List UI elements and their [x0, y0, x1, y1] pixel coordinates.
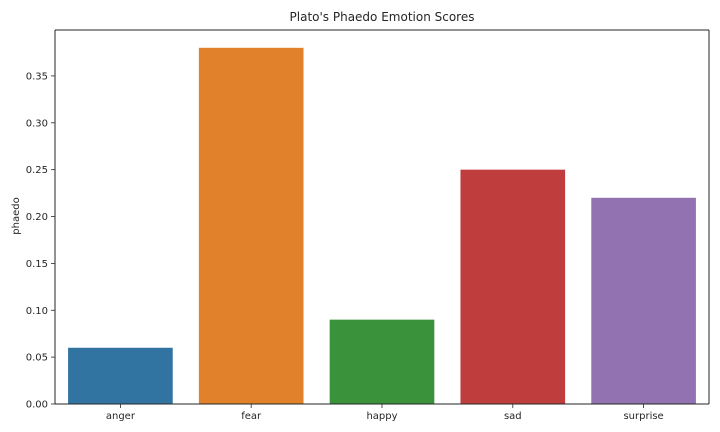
- y-tick-label-5: 0.25: [26, 165, 48, 176]
- x-tick-label-sad: sad: [504, 411, 522, 422]
- y-tick-label-7: 0.35: [26, 71, 48, 82]
- y-tick-label-1: 0.05: [26, 353, 48, 364]
- y-tick-label-4: 0.20: [26, 212, 48, 223]
- y-tick-label-0: 0.00: [26, 400, 48, 411]
- bar-surprise: [591, 197, 696, 404]
- bar-anger: [68, 347, 173, 404]
- bar-happy: [329, 319, 435, 404]
- chart-title: Plato's Phaedo Emotion Scores: [290, 10, 475, 24]
- y-tick-label-6: 0.30: [26, 118, 48, 129]
- bar-sad: [460, 169, 566, 404]
- x-tick-label-anger: anger: [106, 411, 136, 422]
- plot-area: anger fear happy sad surprise 0.00 0.05 0.10 0.1…: [26, 29, 710, 422]
- x-tick-label-fear: fear: [241, 411, 262, 422]
- y-tick-label-2: 0.10: [26, 306, 48, 317]
- x-tick-label-surprise: surprise: [623, 411, 663, 422]
- y-tick-label-3: 0.15: [26, 259, 48, 270]
- bar-fear: [198, 47, 304, 405]
- x-tick-label-happy: happy: [366, 411, 397, 422]
- y-axis-title: phaedo: [11, 197, 22, 234]
